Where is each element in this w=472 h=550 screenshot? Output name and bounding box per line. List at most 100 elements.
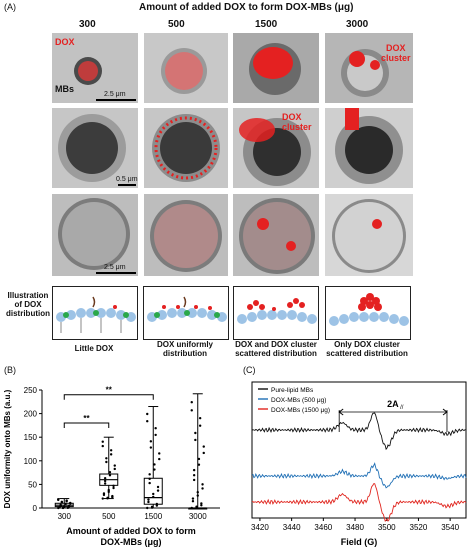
illustration-1500: [233, 286, 319, 340]
data-point: [147, 500, 150, 504]
data-point: [201, 483, 204, 486]
x-axis-label: Field (G): [341, 537, 378, 547]
data-point: [109, 449, 113, 452]
x-tick-label: 3420: [251, 523, 269, 532]
panel-c-letter: (C): [243, 365, 256, 375]
caption-500-line2: distribution: [163, 349, 207, 358]
data-point: [106, 497, 109, 500]
caption-300-line1: Little DOX: [74, 344, 114, 353]
micrograph-row1-3000: [325, 33, 413, 103]
column-label-1500: 1500: [255, 19, 278, 30]
x-tick-label: 500: [102, 512, 116, 521]
x-tick-label: 3460: [314, 523, 332, 532]
y-axis-label: DOX uniformity onto MBs (a.u.): [3, 389, 12, 508]
data-point: [202, 445, 205, 448]
data-point: [197, 463, 201, 466]
data-point: [103, 482, 107, 485]
data-point: [154, 433, 157, 437]
data-point: [149, 440, 153, 443]
micrograph-row1-500: [144, 33, 228, 103]
micrograph-row3-300: [52, 194, 138, 276]
data-point: [101, 444, 104, 448]
data-point: [190, 400, 193, 404]
significance-bracket: [63, 394, 154, 400]
micrograph-row3-1500: [233, 194, 319, 276]
illustration-500: [143, 286, 229, 340]
micrograph-row3-3000: [325, 194, 413, 276]
legend-label: DOX-MBs (500 μg): [271, 397, 326, 404]
delta-label: 2A: [387, 399, 399, 409]
column-label-300: 300: [79, 19, 96, 30]
illustration-label: Illustration of DOX distribution: [4, 291, 52, 318]
data-point: [198, 424, 202, 427]
scale-label-2: 0.5 μm: [116, 176, 138, 183]
data-point: [192, 473, 196, 477]
data-point: [149, 446, 153, 449]
legend-label: Pure-lipid MBs: [271, 387, 314, 394]
x-tick-label: 3000: [189, 512, 207, 521]
spectrum-line: [251, 462, 467, 489]
data-point: [202, 451, 205, 455]
micrograph-row2-1500: [233, 108, 319, 188]
data-point: [155, 504, 159, 507]
data-point: [197, 457, 201, 461]
data-point: [201, 487, 204, 490]
label-dox-cluster-b: DOX: [282, 112, 302, 122]
caption-300: Little DOX: [52, 344, 136, 353]
data-point: [196, 494, 199, 497]
caption-500: DOX uniformly distribution: [140, 340, 230, 358]
data-point: [147, 498, 150, 501]
column-label-500: 500: [168, 19, 185, 30]
data-point: [146, 506, 149, 510]
micrograph-row2-500: [144, 108, 228, 188]
data-point: [154, 427, 157, 430]
box: [143, 477, 163, 505]
data-point: [108, 474, 112, 477]
data-point: [107, 488, 110, 492]
data-point: [112, 486, 115, 490]
data-point: [148, 481, 151, 485]
box-plot-chart: 0 50 100 150 200 250 300 500 1500 3000 DOX uniform…: [3, 386, 220, 547]
label-dox: DOX: [55, 37, 75, 47]
micrograph-row1-1500: [233, 33, 319, 103]
significance-bracket: [63, 422, 110, 429]
micrograph-row1-300: [52, 33, 138, 103]
membrane-diagram: [56, 296, 136, 333]
caption-500-line1: DOX uniformly: [156, 340, 213, 349]
illustration-label-line2: of DOX: [14, 300, 42, 309]
data-point: [196, 490, 199, 494]
x-tick-label: 3540: [441, 523, 459, 532]
column-label-3000: 3000: [346, 19, 369, 30]
data-point: [101, 440, 104, 443]
data-point: [200, 504, 203, 507]
data-point: [194, 438, 197, 442]
caption-3000: Only DOX cluster scattered distribution: [318, 340, 416, 358]
data-point: [190, 506, 193, 510]
significance-marker: **: [106, 386, 113, 395]
x-tick-label: 3440: [283, 523, 301, 532]
x-tick-label: 1500: [144, 512, 162, 521]
data-point: [113, 464, 116, 467]
y-tick-label: 150: [24, 433, 38, 442]
x-axis-label-line2: DOX-MBs (μg): [100, 537, 161, 547]
data-point: [198, 416, 202, 420]
data-point: [63, 505, 66, 509]
caption-1500-line2: scattered distribution: [235, 349, 317, 358]
label-dox-cluster-a: DOX: [386, 43, 406, 53]
data-point: [153, 468, 156, 471]
x-tick-label: 3480: [346, 523, 364, 532]
data-point: [107, 490, 110, 494]
data-point: [158, 452, 161, 455]
membrane-diagram: [147, 296, 227, 322]
y-tick-label: 0: [33, 504, 38, 513]
data-point: [191, 500, 195, 503]
data-point: [156, 489, 160, 492]
y-tick-label: 200: [24, 410, 38, 419]
micrograph-row2-300: [52, 108, 138, 188]
data-point: [195, 506, 198, 509]
data-point: [153, 463, 156, 466]
scale-label-3: 2.5 μm: [104, 264, 126, 271]
epr-spectra-chart: 3420 3440 3460 3480 3500 3520 3540 Field (G) Pur…: [251, 381, 467, 547]
micrograph-row3-500: [144, 194, 228, 276]
scale-label-1: 2.5 μm: [104, 91, 126, 98]
